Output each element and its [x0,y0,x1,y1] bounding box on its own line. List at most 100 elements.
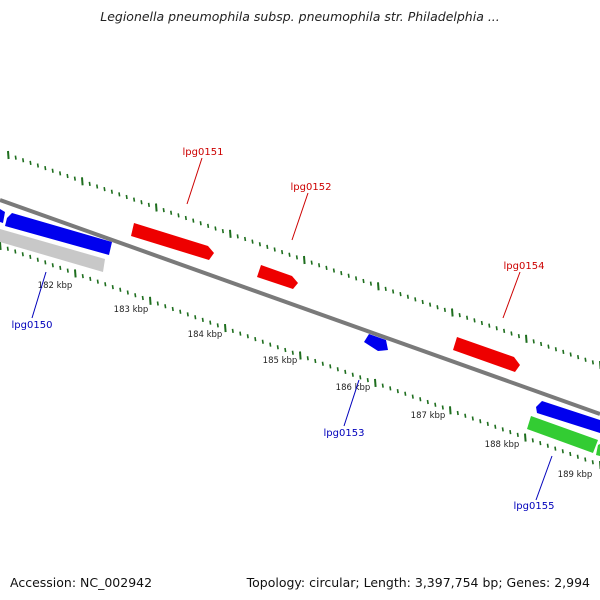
gene-label-lpg0153[interactable]: lpg0153 [324,428,365,439]
gene-label-lpg0150[interactable]: lpg0150 [12,320,53,331]
minor-tick [22,158,25,163]
feature-rna-left[interactable] [0,229,105,272]
accession-text: Accession: NC_002942 [10,575,153,590]
minor-tick [577,354,580,360]
minor-tick [419,397,422,402]
gene-label-lpg0154[interactable]: lpg0154 [504,261,545,272]
minor-tick [170,210,173,215]
minor-tick [532,339,535,344]
minor-tick [562,349,565,355]
minor-tick [192,218,195,223]
minor-tick [584,457,587,462]
major-tick [451,308,454,317]
minor-tick [284,347,287,353]
major-tick [155,203,158,212]
minor-tick [321,361,324,366]
callout-line-lpg0154 [502,271,521,319]
minor-tick [436,305,439,310]
minor-tick [480,320,483,326]
scale-label: 182 kbp [38,281,73,291]
major-tick [524,433,527,442]
minor-tick [456,410,459,416]
gene-label-lpg0152[interactable]: lpg0152 [291,182,332,193]
minor-tick [381,383,384,388]
minor-tick [104,282,107,287]
minor-tick [362,278,365,284]
minor-tick [306,356,309,361]
minor-tick [473,318,476,323]
minor-tick [576,454,579,459]
feature-green-right[interactable] [527,416,598,453]
gene-label-lpg0151[interactable]: lpg0151 [183,147,224,158]
feature-track [0,209,600,456]
minor-tick [569,352,572,357]
minor-tick [59,171,62,176]
minor-tick [44,165,47,171]
minor-tick [288,252,291,257]
minor-tick [239,331,242,336]
minor-tick [21,252,24,257]
minor-tick [355,276,358,281]
topology-text: Topology: circular; Length: 3,397,754 bp… [246,575,590,590]
minor-tick [261,339,264,344]
minor-tick [547,344,550,349]
backbone-line [0,198,600,416]
minor-tick [340,270,343,276]
minor-tick [501,427,504,432]
minor-tick [441,405,444,410]
minor-tick [399,291,402,297]
minor-tick [126,290,129,295]
minor-tick [66,268,69,273]
minor-tick [221,228,224,234]
minor-tick [141,295,144,301]
minor-tick [351,372,354,377]
feature-lpg0150[interactable] [5,213,112,255]
major-tick [229,229,232,238]
minor-tick [251,239,254,244]
minor-tick [96,279,99,284]
major-tick [0,241,2,251]
minor-tick [325,265,328,271]
minor-tick [517,333,520,339]
callout-line-lpg0155 [535,455,553,501]
scale-label: 186 kbp [336,383,371,393]
minor-tick [421,299,424,305]
minor-tick [464,413,467,418]
feature-lpg0155[interactable] [536,401,600,433]
minor-tick [179,309,182,314]
major-tick [377,282,380,291]
minor-tick [429,302,432,307]
minor-tick [396,388,399,394]
gene-callouts: lpg0150 lpg0151 lpg0152 lpg0153 lpg0154 … [12,147,555,512]
minor-tick [44,260,47,265]
feature-lpg0151[interactable] [131,223,214,260]
minor-tick [162,207,165,213]
feature-lpg0153[interactable] [364,334,388,351]
minor-tick [89,276,92,282]
minor-tick [96,184,99,189]
minor-tick [231,328,234,334]
minor-tick [184,215,187,221]
feature-green-edge[interactable] [596,444,600,456]
minor-tick [194,315,197,320]
scale-label: 189 kbp [558,470,593,480]
minor-tick [118,192,121,197]
minor-tick [347,273,350,278]
minor-tick [426,399,429,405]
gene-label-lpg0155[interactable]: lpg0155 [514,501,555,512]
feature-reverse-left[interactable] [0,209,5,223]
minor-tick [591,460,594,465]
minor-tick [336,367,339,372]
feature-lpg0152[interactable] [257,265,298,289]
feature-lpg0154[interactable] [453,337,520,372]
minor-tick [554,446,557,451]
major-tick [449,406,452,415]
minor-tick [140,200,143,205]
minor-tick [201,317,204,323]
minor-tick [81,273,84,279]
minor-tick [134,293,137,298]
minor-tick [177,213,180,218]
minor-tick [314,358,317,364]
minor-tick [404,391,407,396]
